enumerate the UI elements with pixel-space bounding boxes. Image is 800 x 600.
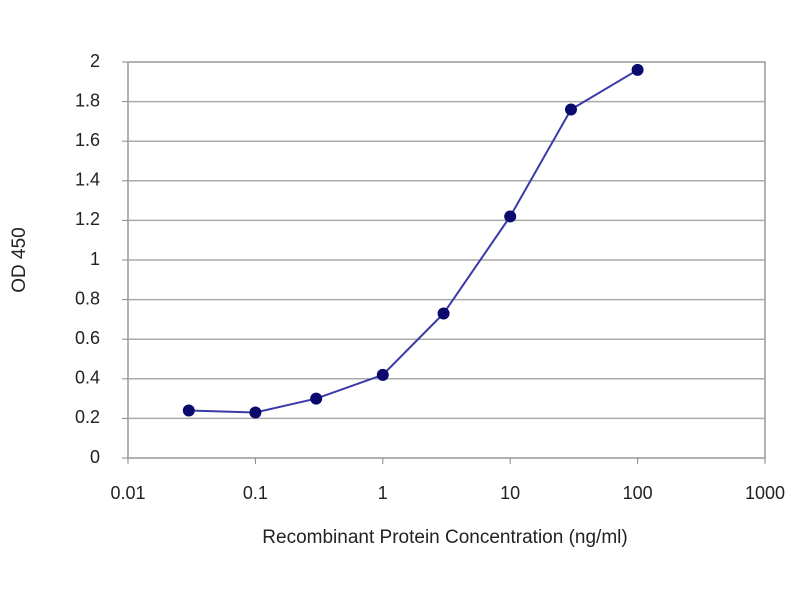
data-point (504, 210, 517, 223)
data-point (564, 103, 577, 116)
data-point (437, 307, 450, 320)
x-axis-title: Recombinant Protein Concentration (ng/ml… (262, 527, 627, 548)
y-tick-label: 1.4 (75, 170, 100, 190)
y-tick-label: 0.8 (75, 288, 100, 308)
data-point (376, 368, 389, 381)
data-point (182, 404, 195, 417)
y-tick-label: 0.4 (75, 368, 100, 388)
y-tick-label: 1.6 (75, 130, 100, 150)
x-tick-label: 100 (623, 483, 653, 503)
x-tick-label: 1 (378, 483, 388, 503)
data-point (249, 406, 262, 419)
x-tick-label: 0.01 (110, 483, 145, 503)
y-tick-label: 0 (90, 447, 100, 467)
y-tick-label: 0.2 (75, 407, 100, 427)
x-tick-label: 1000 (745, 483, 785, 503)
data-point (631, 63, 644, 76)
y-tick-label: 0.6 (75, 328, 100, 348)
x-tick-label: 0.1 (243, 483, 268, 503)
x-tick-label: 10 (500, 483, 520, 503)
y-tick-label: 1 (90, 249, 100, 269)
data-point (310, 392, 323, 405)
y-tick-label: 1.8 (75, 90, 100, 110)
data-line (188, 69, 639, 414)
y-axis-title: OD 450 (9, 227, 30, 292)
y-tick-label: 1.2 (75, 209, 100, 229)
y-tick-label: 2 (90, 51, 100, 71)
